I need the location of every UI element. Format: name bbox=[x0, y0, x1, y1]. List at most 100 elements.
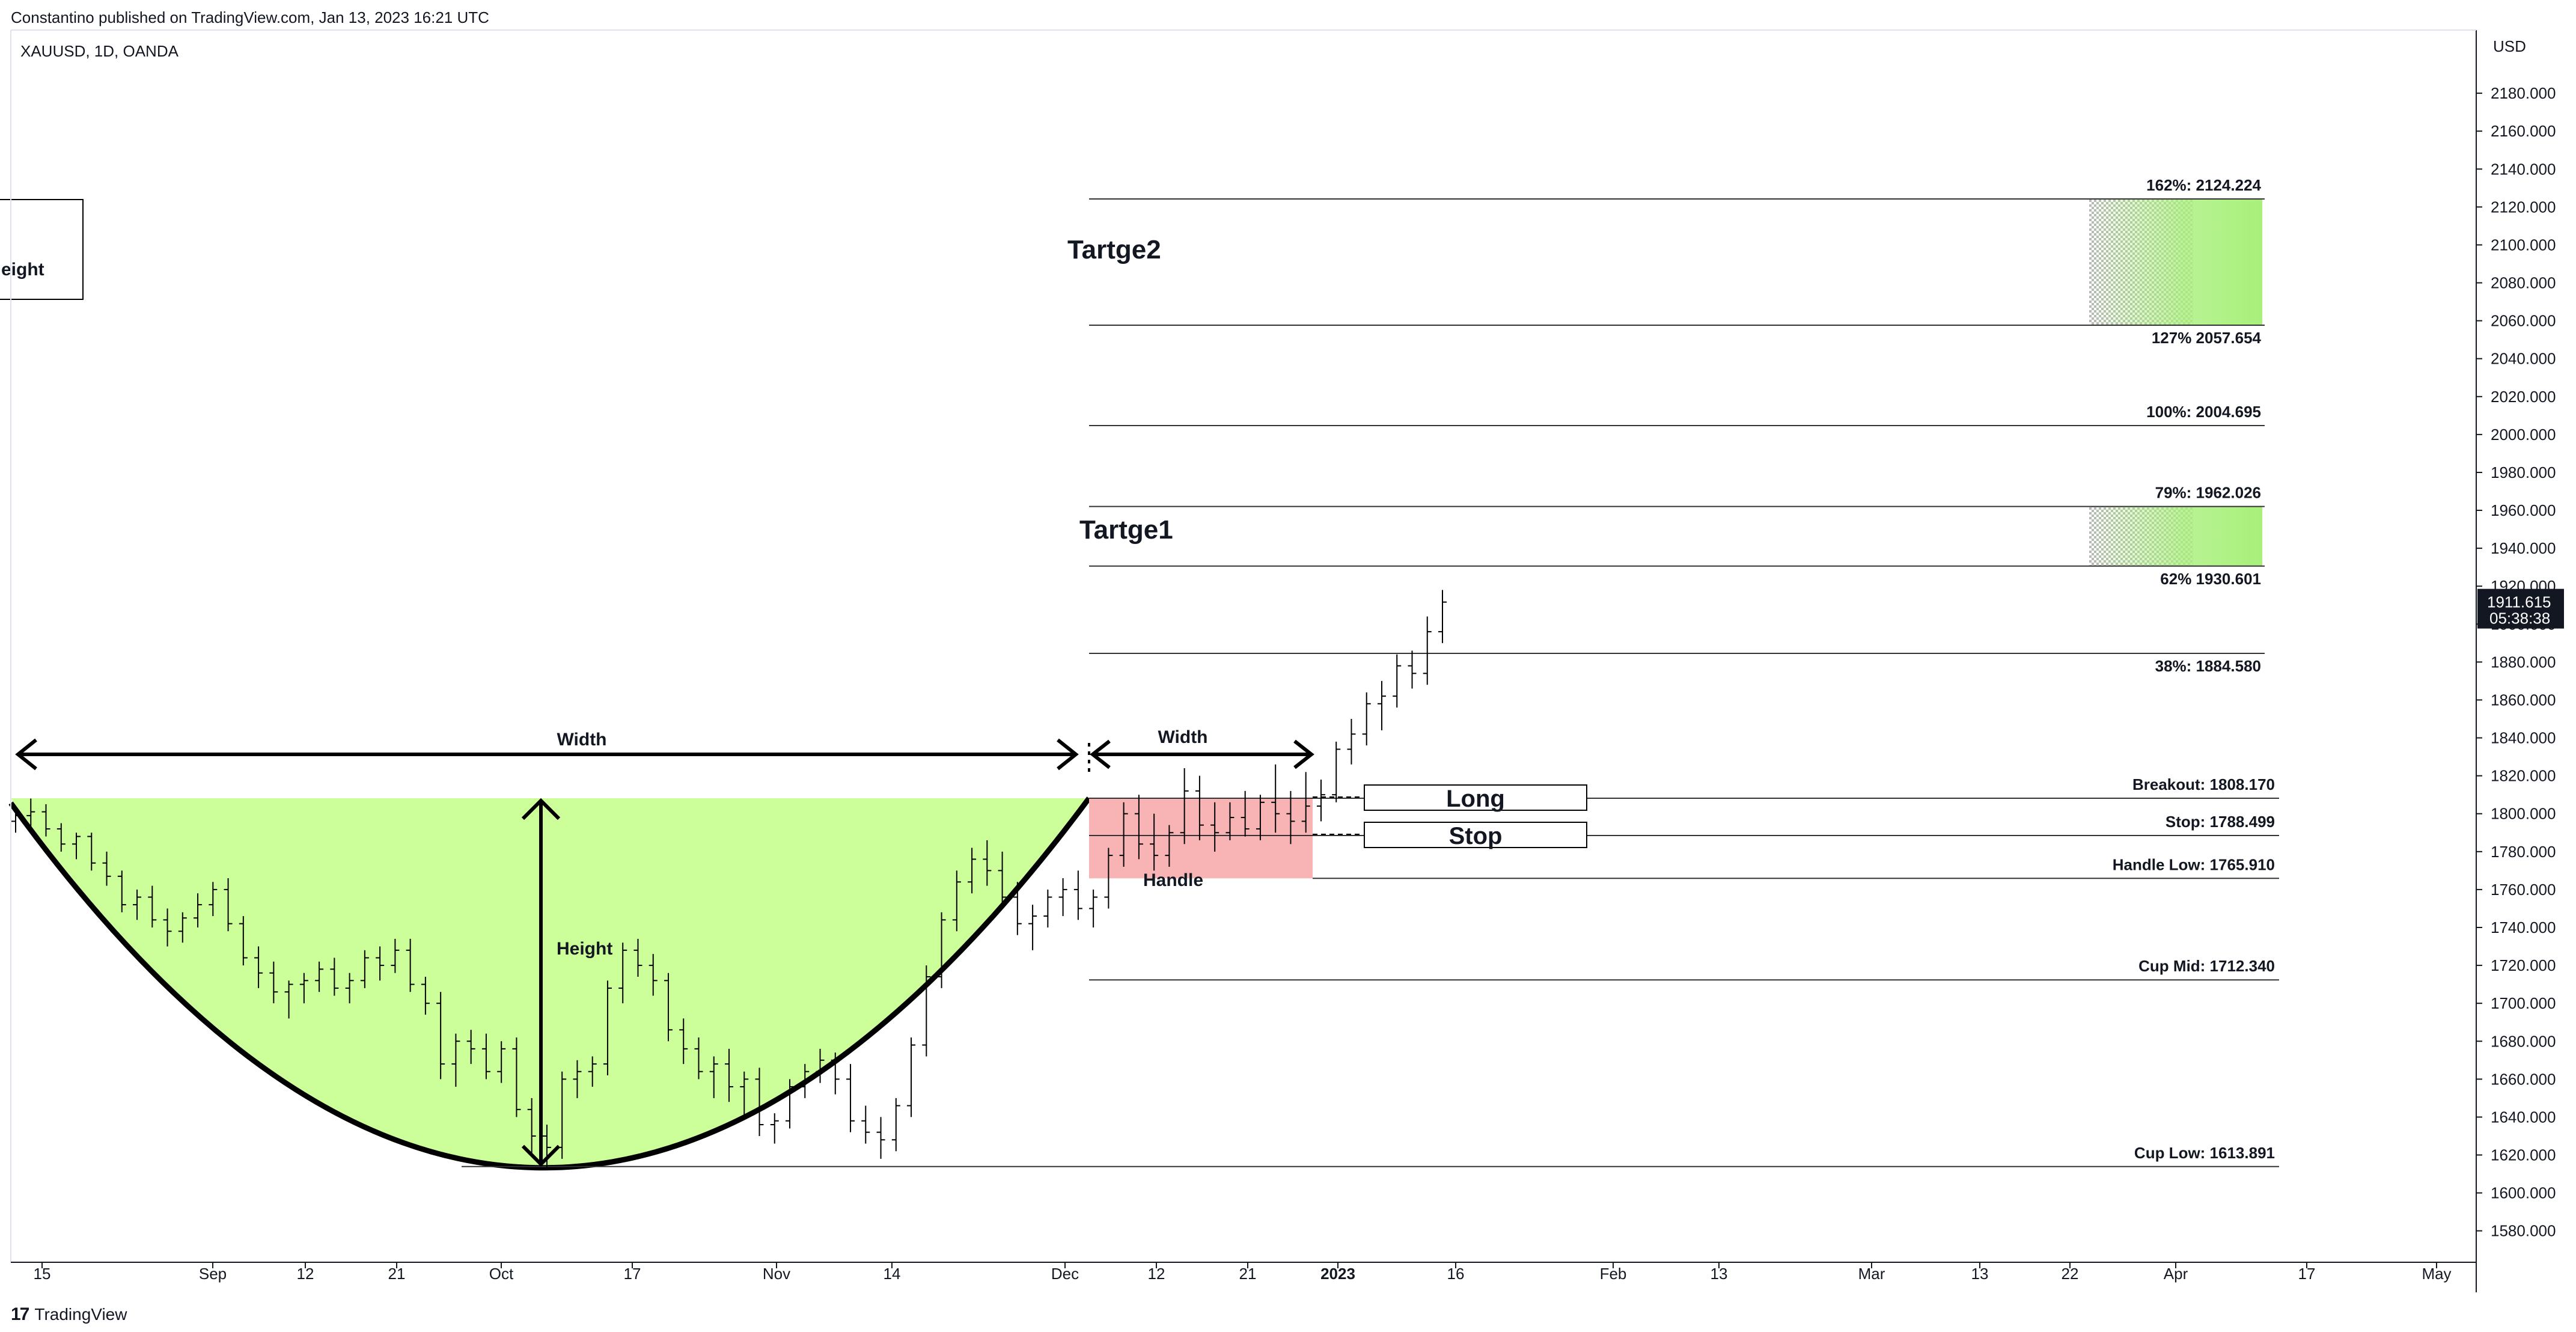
arrowhead-down bbox=[521, 1144, 561, 1167]
ohlc-bar bbox=[740, 1071, 749, 1117]
stop-box bbox=[1364, 822, 1587, 849]
x-tick-label: Mar bbox=[1858, 1265, 1885, 1283]
y-tick-label: 2040.000 bbox=[2491, 350, 2556, 368]
level-label: Cup Low: 1613.891 bbox=[2134, 1144, 2275, 1162]
ohlc-bar bbox=[786, 1079, 795, 1129]
y-tick-label: 1680.000 bbox=[2491, 1032, 2556, 1050]
ohlc-bar bbox=[968, 848, 977, 894]
ohlc-bar bbox=[1119, 802, 1128, 867]
ohlc-bar bbox=[1408, 650, 1417, 689]
ohlc-bar bbox=[26, 798, 35, 829]
x-tick-label: 13 bbox=[1711, 1265, 1728, 1283]
ohlc-bar bbox=[1332, 741, 1341, 802]
ohlc-bar bbox=[527, 1098, 536, 1155]
ohlc-bar bbox=[983, 840, 992, 886]
ohlc-bar bbox=[1073, 870, 1082, 920]
ohlc-bar bbox=[360, 950, 369, 988]
current-price-label: 1911.615 bbox=[2487, 593, 2551, 611]
y-tick-label: 2000.000 bbox=[2491, 426, 2556, 444]
tradingview-footer[interactable]: 17 TradingView bbox=[11, 1304, 127, 1325]
y-tick-label: 1780.000 bbox=[2491, 843, 2556, 861]
y-tick-label: 1620.000 bbox=[2491, 1146, 2556, 1164]
x-tick-label: 21 bbox=[1239, 1265, 1257, 1283]
y-tick-label: 1720.000 bbox=[2491, 956, 2556, 974]
height-label: Height bbox=[557, 939, 612, 959]
ohlc-bar bbox=[1393, 654, 1402, 708]
ohlc-bar bbox=[649, 954, 658, 996]
ohlc-bar bbox=[1347, 719, 1356, 765]
x-tick-label: 14 bbox=[884, 1265, 901, 1283]
level-label: 162%: 2124.224 bbox=[2146, 176, 2261, 194]
y-tick-label: 1880.000 bbox=[2491, 653, 2556, 671]
ohlc-bar bbox=[133, 889, 142, 920]
x-tick-label: Oct bbox=[489, 1265, 514, 1283]
ohlc-bar bbox=[1195, 775, 1204, 840]
ohlc-bar bbox=[451, 1033, 460, 1087]
ohlc-bar bbox=[1301, 772, 1310, 833]
ohlc-bar bbox=[876, 1117, 885, 1159]
target2-zone-fill bbox=[2089, 199, 2262, 326]
symbol-legend[interactable]: XAUUSD, 1D, OANDA bbox=[20, 42, 179, 60]
ohlc-bar bbox=[846, 1064, 855, 1132]
ohlc-bar bbox=[466, 1030, 475, 1065]
ohlc-bar bbox=[421, 977, 430, 1015]
handle-box bbox=[1089, 798, 1313, 879]
ohlc-bar bbox=[148, 885, 157, 927]
ohlc-bar bbox=[1165, 825, 1174, 867]
x-tick-label: 12 bbox=[297, 1265, 314, 1283]
long-box bbox=[1364, 784, 1587, 811]
level-label: 38%: 1884.580 bbox=[2155, 657, 2261, 675]
ohlc-bar bbox=[376, 946, 385, 981]
ohlc-bar bbox=[391, 938, 400, 973]
y-tick-label: 1840.000 bbox=[2491, 729, 2556, 747]
y-tick-label: 1700.000 bbox=[2491, 994, 2556, 1012]
ohlc-bar bbox=[861, 1105, 870, 1144]
y-tick-label: 1580.000 bbox=[2491, 1222, 2556, 1240]
ohlc-bar bbox=[481, 1033, 490, 1080]
x-tick-label: Feb bbox=[1600, 1265, 1627, 1283]
y-tick-label: 1660.000 bbox=[2491, 1070, 2556, 1088]
arrowhead-right bbox=[1057, 738, 1079, 771]
y-tick-label: 1740.000 bbox=[2491, 918, 2556, 936]
countdown-label: 05:38:38 bbox=[2489, 609, 2550, 628]
current-price-tag bbox=[2477, 588, 2564, 629]
ohlc-bar bbox=[542, 1125, 551, 1170]
y-tick-label: 2120.000 bbox=[2491, 198, 2556, 216]
ohlc-bar bbox=[1362, 692, 1371, 746]
ohlc-bar bbox=[1150, 813, 1159, 871]
ohlc-bar bbox=[755, 1068, 764, 1136]
ohlc-bar bbox=[801, 1064, 810, 1098]
ohlc-bar bbox=[163, 908, 172, 947]
ohlc-bar bbox=[178, 912, 187, 943]
ohlc-bar bbox=[1271, 764, 1280, 833]
ohlc-bar bbox=[664, 973, 673, 1042]
ohlc-bar bbox=[618, 942, 627, 1004]
arrowhead-left bbox=[15, 738, 37, 771]
ohlc-bar bbox=[1286, 790, 1295, 845]
ohlc-bar bbox=[512, 1037, 521, 1117]
ohlc-bar bbox=[891, 1098, 900, 1152]
fib-levels: 162%: 2124.224 127% 2057.654 100%: 2004.69… bbox=[462, 176, 2279, 1167]
x-tick-label: 15 bbox=[34, 1265, 51, 1283]
ohlc-bar bbox=[633, 938, 642, 977]
ohlc-bar bbox=[269, 961, 278, 1004]
ohlc-bar bbox=[998, 851, 1007, 909]
x-tick-label: Sep bbox=[199, 1265, 227, 1283]
y-tick-label: 1820.000 bbox=[2491, 767, 2556, 785]
level-label: Cup Mid: 1712.340 bbox=[2138, 957, 2275, 975]
target-zones bbox=[2089, 199, 2262, 566]
x-tick-label: 12 bbox=[1148, 1265, 1165, 1283]
ohlc-bar bbox=[603, 980, 612, 1076]
stop-label: Stop bbox=[1449, 823, 1503, 849]
ohlc-bar bbox=[1225, 802, 1235, 840]
ohlc-bar bbox=[1438, 590, 1447, 643]
ohlc-bar bbox=[330, 958, 339, 996]
ohlc-bar bbox=[11, 808, 20, 833]
x-tick-label: 22 bbox=[2062, 1265, 2079, 1283]
ohlc-bar bbox=[1043, 889, 1052, 927]
target1-label: Tartge1 bbox=[1079, 515, 1173, 545]
ohlc-bar bbox=[1089, 889, 1098, 927]
x-tick-label: 2023 bbox=[1320, 1265, 1355, 1283]
ohlc-bar bbox=[922, 965, 931, 1057]
